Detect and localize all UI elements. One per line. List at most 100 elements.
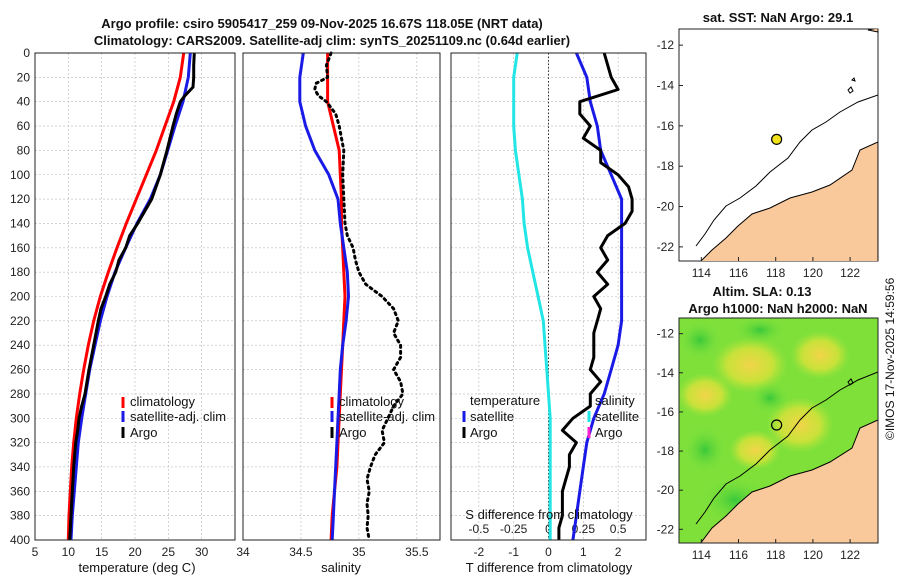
isobath-contour [695, 371, 878, 525]
y-tick-label: 360 [10, 484, 30, 498]
t-difference-xlabel: T difference from climatology [466, 560, 633, 575]
sla-map-ticks: 114 116 118 120 122 -12 -14 -16 -18 -20 -22 [657, 327, 861, 562]
legend-climatology: climatology [339, 394, 405, 409]
x-tick-label: 5 [32, 545, 39, 559]
panel-frame [34, 52, 236, 541]
y-tick-label: 220 [10, 314, 30, 328]
map-x-tick-label: 122 [840, 266, 860, 280]
y-tick-label: 340 [10, 460, 30, 474]
legend-salinity-title: salinity [595, 393, 635, 408]
s-difference-xlabel: S difference from climatology [465, 507, 633, 522]
map-y-tick-label: -14 [657, 366, 675, 380]
series-satellite-adj-clim [298, 52, 350, 541]
x2-tick-label: 0.5 [610, 522, 627, 536]
difference-legend: temperature satellite Argo salinity sate… [462, 393, 639, 440]
sst-map-ticks: 114 116 118 120 122 -12 -14 -16 -18 -20 -22 [657, 38, 861, 280]
salinity-legend: climatology satellite-adj. clim Argo [330, 394, 435, 440]
map-x-tick-label: 118 [766, 266, 785, 280]
x-tick-label: 2 [615, 545, 622, 559]
coastline-land [700, 141, 878, 261]
map-y-tick-label: -20 [657, 483, 675, 497]
legend-t-argo: Argo [470, 425, 497, 440]
x-tick-label: 34.5 [289, 545, 313, 559]
sla-low [734, 318, 786, 344]
sst-map: 114 116 118 120 122 -12 -14 -16 -18 -20 -22 [657, 28, 879, 280]
y-tick-label: 240 [10, 338, 30, 352]
y-tick-label: 20 [17, 70, 31, 84]
sla-high [790, 331, 850, 379]
title-line-2: Climatology: CARS2009. Satellite-adj cli… [94, 33, 570, 48]
legend-climatology: climatology [130, 394, 196, 409]
x-tick-label: 1 [580, 545, 587, 559]
x-tick-label: 0 [545, 545, 552, 559]
x-tick-label: 34 [236, 545, 250, 559]
map-x-tick-label: 120 [803, 548, 823, 562]
map-x-tick-label: 116 [729, 548, 748, 562]
map-y-tick-label: -18 [657, 444, 675, 458]
y-tick-label: 260 [10, 363, 30, 377]
salinity-panel: 34 34.5 35 35.5 [236, 51, 441, 559]
map-x-tick-label: 114 [692, 266, 711, 280]
legend-argo: Argo [339, 425, 366, 440]
map-y-tick-label: -12 [657, 38, 675, 52]
coastline-land [700, 419, 878, 543]
map-y-tick-label: -20 [657, 200, 675, 214]
sla-low [679, 320, 722, 360]
series-t-satellite [571, 52, 624, 541]
legend-t-satellite: satellite [470, 409, 514, 424]
map-y-tick-label: -22 [657, 522, 675, 536]
argo-float-marker [771, 419, 783, 431]
map-y-tick-label: -14 [657, 78, 675, 92]
legend-satellite-adj: satellite-adj. clim [339, 409, 435, 424]
x-tick-label: 15 [95, 545, 109, 559]
x-tick-label: 10 [62, 545, 76, 559]
y-tick-label: 60 [17, 119, 31, 133]
timestamp-stamp: ©IMOS 17-Nov-2025 14:59:56 [883, 277, 897, 440]
salinity-xlabel: salinity [321, 560, 361, 575]
map-x-tick-label: 122 [840, 548, 860, 562]
x-tick-label: 35 [352, 545, 366, 559]
y-tick-label: 140 [10, 216, 30, 230]
y-tick-label: 300 [10, 411, 30, 425]
sla-map-title-1: Altim. SLA: 0.13 [713, 284, 812, 299]
legend-s-satellite: satellite [595, 409, 639, 424]
map-y-tick-label: -18 [657, 159, 675, 173]
legend-s-argo: Argo [595, 425, 622, 440]
legend-satellite-adj: satellite-adj. clim [130, 409, 226, 424]
map-x-tick-label: 118 [766, 548, 785, 562]
x2-tick-label: 0.25 [572, 522, 596, 536]
y-tick-label: 120 [10, 192, 30, 206]
coastline-island [867, 29, 878, 33]
sla-low [750, 382, 790, 414]
sst-map-title: sat. SST: NaN Argo: 29.1 [703, 10, 854, 25]
map-y-tick-label: -22 [657, 240, 675, 254]
x-tick-label: 20 [128, 545, 142, 559]
x-tick-label: -2 [474, 545, 485, 559]
y-tick-label: 380 [10, 509, 30, 523]
sla-high [712, 337, 788, 393]
y-tick-label: 0 [23, 46, 30, 60]
x-tick-label: 25 [162, 545, 176, 559]
x-tick-label: 35.5 [405, 545, 429, 559]
y-tick-label: 320 [10, 436, 30, 450]
y-tick-label: 100 [10, 168, 30, 182]
y-tick-label: 280 [10, 387, 30, 401]
legend-temperature-title: temperature [470, 393, 540, 408]
series-argo [68, 52, 196, 541]
y-tick-label: 180 [10, 265, 30, 279]
series-argo [313, 51, 405, 542]
reef-shoals [847, 378, 854, 386]
x2-tick-label: -0.5 [469, 522, 490, 536]
map-x-tick-label: 116 [729, 266, 748, 280]
x-tick-label: -1 [508, 545, 519, 559]
legend-argo: Argo [130, 425, 157, 440]
series-t-argo [557, 52, 634, 540]
y-tick-label: 160 [10, 241, 30, 255]
map-x-tick-label: 114 [692, 548, 711, 562]
sla-low [683, 426, 727, 474]
y-tick-label: 400 [10, 533, 30, 547]
sla-map: 114 116 118 120 122 -12 -14 -16 -18 -20 -22 [657, 317, 879, 562]
temperature-panel: 5 10 15 20 25 3002040608010012014016018020022… [10, 46, 236, 559]
